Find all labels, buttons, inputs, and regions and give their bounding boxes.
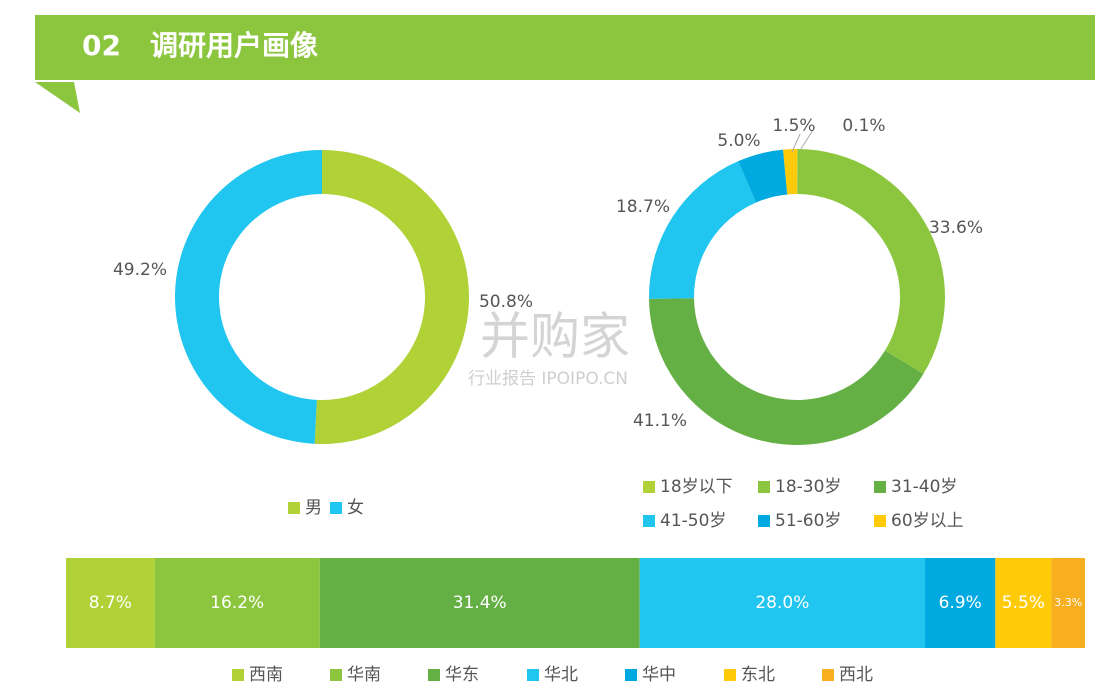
legend-label: 东北 [741,665,775,685]
donut-segment [797,149,798,195]
leader-line [798,129,814,153]
header-number: 02 [82,29,121,62]
watermark-logo: 并购家 [480,308,630,366]
legend-swatch [643,515,655,527]
legend-swatch [874,515,886,527]
data-label: 33.6% [929,218,983,238]
bar-segment [154,558,320,648]
data-label: 28.0% [755,593,809,613]
legend-swatch [330,669,342,681]
legend-swatch [758,481,770,493]
legend-label: 18岁以下 [660,477,733,497]
charts: 50.8% 49.2% 男 女 0.1% 33.6% 41.1% 18.7% 5.0% 1.5% 1… [66,116,1085,685]
bar-segment [639,558,926,648]
data-label: 16.2% [210,593,264,613]
donut-segment [797,149,945,374]
bar-segment [319,558,640,648]
data-label: 41.1% [633,411,687,431]
legend-label: 31-40岁 [891,477,957,497]
legend-label: 华北 [544,665,578,685]
legend-label: 西北 [839,665,873,685]
legend-label: 华南 [347,665,381,685]
bar-segment [66,558,155,648]
leader-line [791,133,801,153]
legend-label: 51-60岁 [775,511,841,531]
header-title: 调研用户画像 [150,29,319,62]
data-label: 3.3% [1054,596,1082,609]
bar-segment [1051,558,1085,648]
data-label: 5.5% [1002,593,1045,613]
legend-swatch [232,669,244,681]
legend-swatch [330,502,342,514]
legend-swatch [758,515,770,527]
legend-label: 60岁以上 [891,511,964,531]
data-label: 8.7% [89,593,132,613]
bar-segment [925,558,996,648]
legend-swatch [724,669,736,681]
legend-swatch [643,481,655,493]
header-band [35,15,1095,80]
data-label: 49.2% [113,260,167,280]
data-label: 5.0% [717,131,760,151]
legend-label: 女 [347,498,364,518]
header-fold [35,82,80,113]
legend-swatch [428,669,440,681]
data-label: 1.5% [772,116,815,136]
legend-swatch [288,502,300,514]
data-label: 0.1% [842,116,885,136]
donut-segment [649,298,924,446]
data-label: 50.8% [479,292,533,312]
watermark-text: 行业报告 IPOIPO.CN [468,369,628,389]
legend-swatch [625,669,637,681]
legend-swatch [822,669,834,681]
data-label: 6.9% [939,593,982,613]
donut-segment [738,149,788,203]
data-label: 18.7% [616,197,670,217]
legend-label: 男 [305,498,322,518]
legend-label: 华东 [445,665,479,685]
bar-segment [995,558,1052,648]
legend-label: 西南 [249,665,283,685]
donut-segment [314,150,470,444]
donut-segment [783,149,797,195]
legend-swatch [527,669,539,681]
legend-label: 18-30岁 [775,477,841,497]
data-label: 31.4% [453,593,507,613]
donut-segment [648,161,757,299]
donut-segment [175,150,322,444]
legend-label: 华中 [642,665,676,685]
legend-label: 41-50岁 [660,511,726,531]
legend-swatch [874,481,886,493]
